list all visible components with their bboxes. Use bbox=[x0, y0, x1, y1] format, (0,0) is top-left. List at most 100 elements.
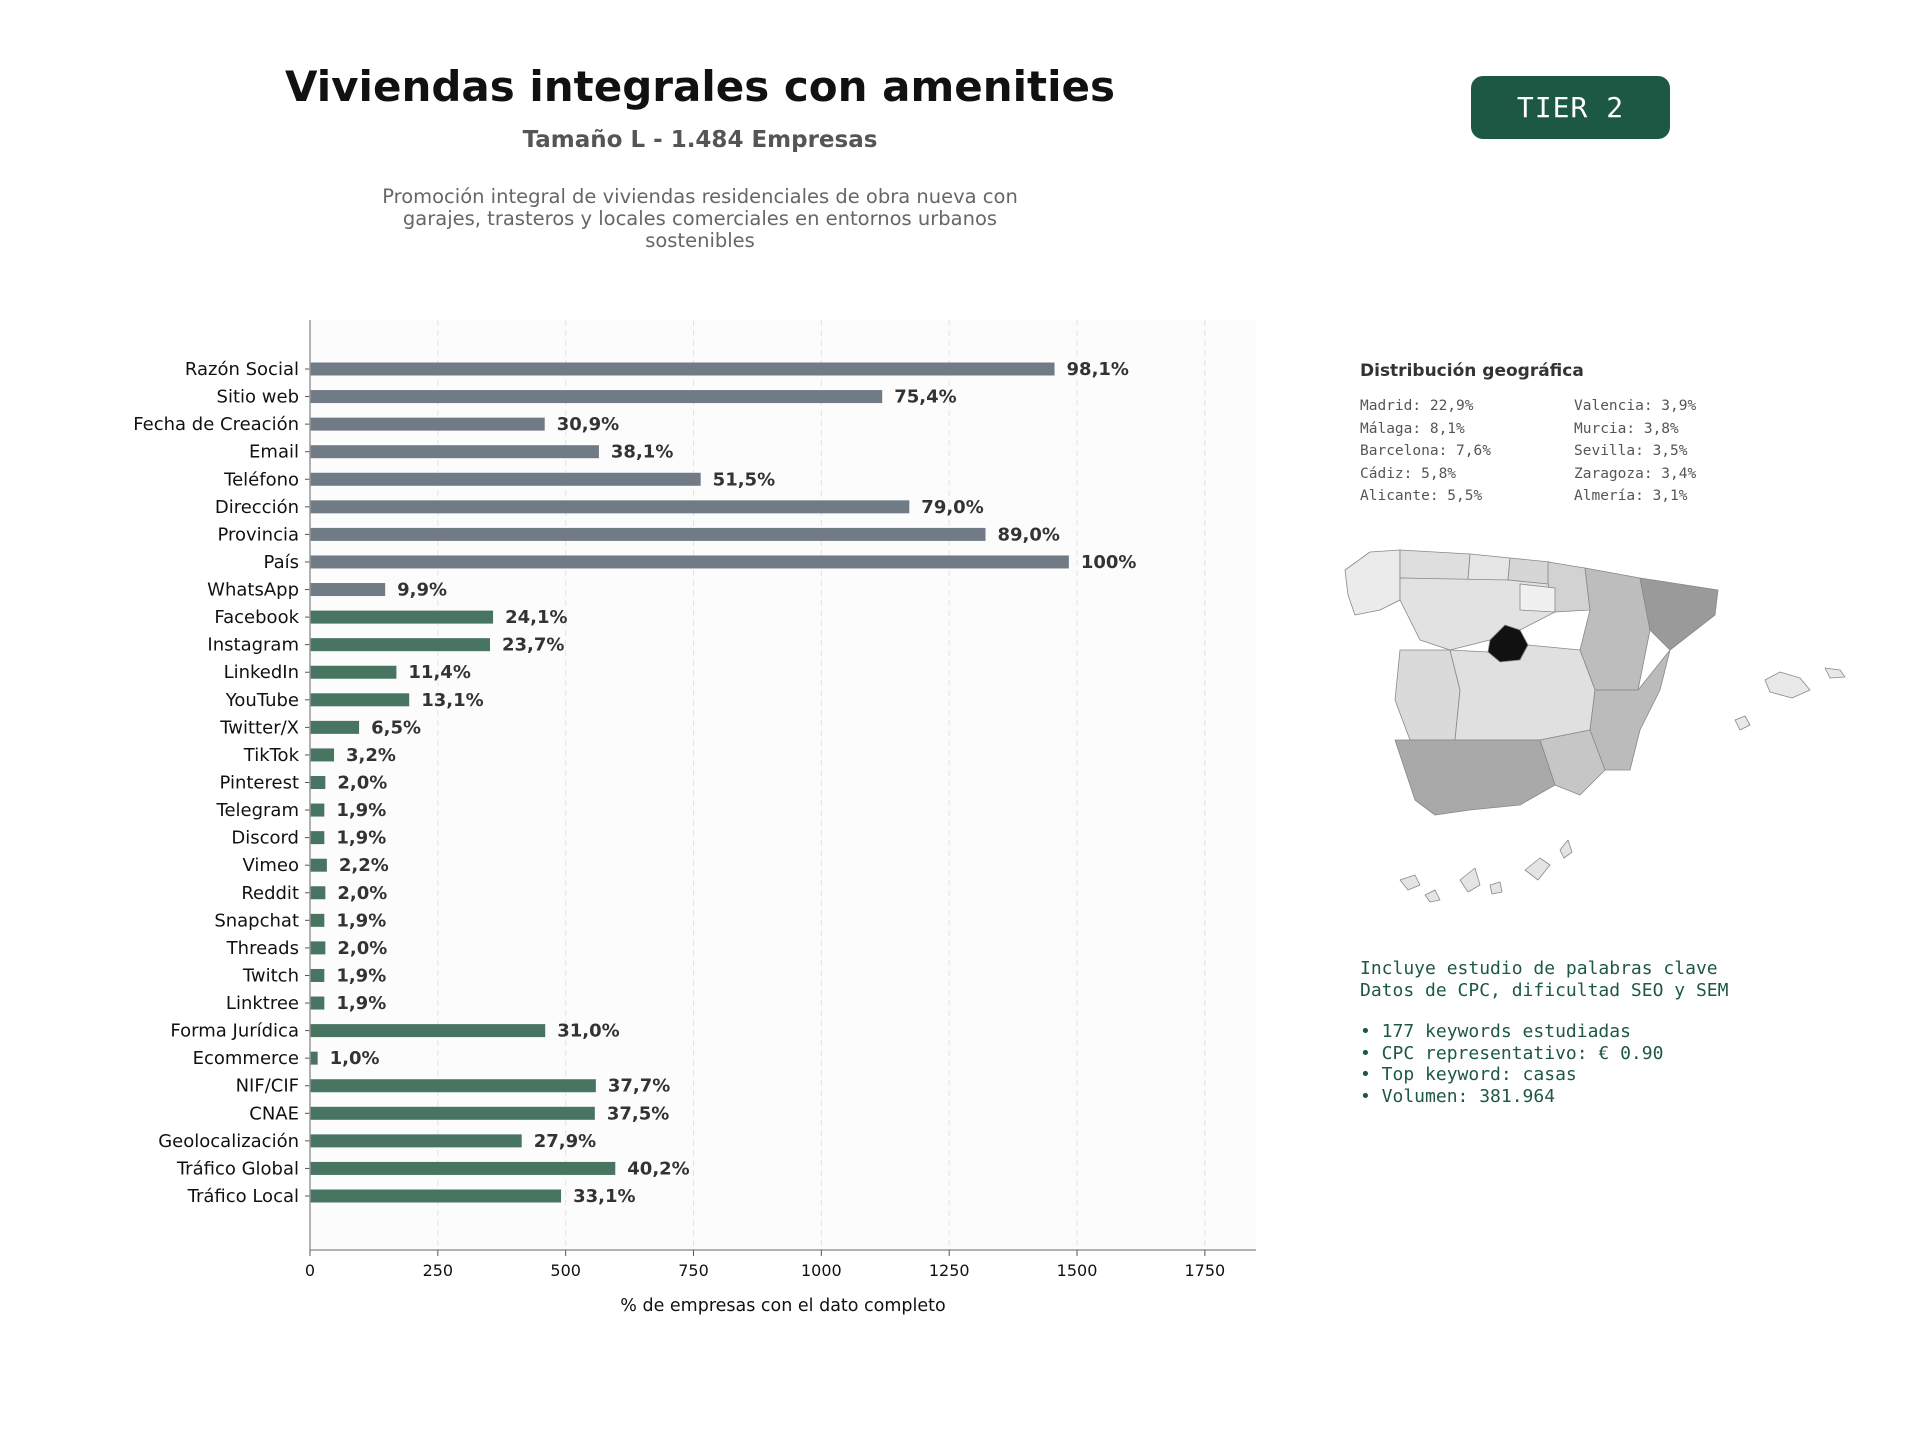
bar bbox=[310, 1079, 596, 1093]
geo-item: Sevilla: 3,5% bbox=[1574, 443, 1688, 459]
data-label: 38,1% bbox=[611, 442, 673, 463]
value-labels: 98,1% 75,4% 30,9% 38,1% 51,5% 79,0% 89,0% 100% 9… bbox=[330, 359, 1137, 1207]
bar bbox=[310, 445, 599, 459]
category-label: País bbox=[264, 552, 299, 573]
bar bbox=[310, 1106, 595, 1120]
category-label: Instagram bbox=[207, 635, 299, 656]
category-label: Dirección bbox=[215, 497, 299, 518]
x-tick-label: 0 bbox=[305, 1261, 315, 1280]
category-label: Snapchat bbox=[214, 910, 299, 931]
category-label: Reddit bbox=[241, 883, 299, 904]
bar bbox=[310, 610, 494, 624]
bar bbox=[310, 693, 410, 707]
keyword-bullet: • Top keyword: casas bbox=[1360, 1064, 1577, 1085]
map-region-asturias bbox=[1399, 549, 1471, 581]
category-label: YouTube bbox=[225, 690, 299, 711]
keywords-panel: Incluye estudio de palabras clave Datos d… bbox=[1360, 958, 1728, 1107]
bar bbox=[310, 776, 326, 789]
x-tick-label: 750 bbox=[678, 1261, 709, 1280]
category-label: Pinterest bbox=[219, 773, 299, 794]
data-label: 23,7% bbox=[502, 635, 564, 656]
x-tick-label: 1750 bbox=[1185, 1261, 1226, 1280]
category-label: Threads bbox=[226, 938, 299, 959]
category-label: Email bbox=[249, 442, 299, 463]
category-label: LinkedIn bbox=[224, 662, 299, 683]
data-label: 37,7% bbox=[608, 1076, 670, 1097]
sector-description: Promoción integral de viviendas residenc… bbox=[382, 185, 1018, 252]
geo-item: Murcia: 3,8% bbox=[1574, 420, 1679, 437]
category-label: NIF/CIF bbox=[236, 1076, 299, 1097]
bar bbox=[310, 803, 325, 817]
x-tick-label: 1000 bbox=[801, 1261, 842, 1280]
x-tick-label: 500 bbox=[550, 1261, 581, 1280]
category-label: Teléfono bbox=[223, 469, 299, 490]
bar bbox=[310, 638, 490, 652]
geo-distribution-list: Madrid: 22,9% Valencia: 3,9% Málaga: 8,1… bbox=[1360, 398, 1790, 504]
data-label: 1,9% bbox=[336, 910, 386, 931]
data-label: 51,5% bbox=[713, 469, 775, 490]
page-title: Viviendas integrales con amenities bbox=[285, 62, 1115, 111]
data-label: 37,5% bbox=[607, 1103, 669, 1124]
tier-badge: TIER 2 bbox=[1471, 76, 1670, 139]
geo-item: Zaragoza: 3,4% bbox=[1574, 465, 1697, 482]
bars bbox=[310, 362, 1069, 1203]
map-region-balearic-islands bbox=[1764, 671, 1811, 699]
data-label: 100% bbox=[1081, 552, 1137, 573]
category-label: Geolocalización bbox=[158, 1131, 299, 1152]
geo-title: Distribución geográfica bbox=[1360, 361, 1584, 381]
x-tick-label: 250 bbox=[423, 1261, 454, 1280]
data-label: 75,4% bbox=[894, 387, 956, 408]
category-label: TikTok bbox=[243, 745, 300, 766]
data-label: 6,5% bbox=[371, 717, 421, 738]
data-label: 11,4% bbox=[408, 662, 470, 683]
x-axis-title: % de empresas con el dato completo bbox=[620, 1296, 945, 1316]
data-label: 2,0% bbox=[337, 938, 387, 959]
geo-item: Valencia: 3,9% bbox=[1574, 398, 1697, 414]
data-label: 2,0% bbox=[337, 773, 387, 794]
bar bbox=[310, 913, 325, 927]
bar bbox=[310, 527, 986, 541]
spain-choropleth-map bbox=[1344, 549, 1846, 903]
category-label: Tráfico Global bbox=[176, 1158, 299, 1179]
geo-item: Almería: 3,1% bbox=[1574, 488, 1688, 504]
keywords-line-2: Datos de CPC, dificultad SEO y SEM bbox=[1360, 979, 1729, 1001]
map-region-menorca bbox=[1824, 667, 1846, 679]
category-label: Tráfico Local bbox=[187, 1186, 299, 1207]
bar bbox=[310, 390, 883, 404]
bar bbox=[310, 1024, 546, 1038]
bar bbox=[310, 1189, 562, 1203]
data-label: 79,0% bbox=[921, 497, 983, 518]
geo-item: Málaga: 8,1% bbox=[1360, 420, 1465, 437]
bar bbox=[310, 362, 1055, 376]
data-label: 1,9% bbox=[336, 993, 386, 1014]
data-label: 31,0% bbox=[557, 1021, 619, 1042]
page-subtitle: Tamaño L - 1.484 Empresas bbox=[522, 127, 878, 153]
x-axis-ticks: 0 250 500 750 1000 1250 1500 1750 bbox=[305, 1250, 1225, 1280]
geo-item: Alicante: 5,5% bbox=[1360, 488, 1483, 504]
bar-chart: Razón Social Sitio web Fecha de Creación Em… bbox=[133, 320, 1256, 1316]
map-region-ibiza bbox=[1734, 715, 1751, 731]
data-label: 2,0% bbox=[337, 883, 387, 904]
map-region-navarra bbox=[1547, 561, 1591, 613]
data-label: 1,9% bbox=[336, 800, 386, 821]
data-label: 9,9% bbox=[397, 580, 447, 601]
data-label: 33,1% bbox=[573, 1186, 635, 1207]
category-label: Sitio web bbox=[217, 387, 299, 408]
bar bbox=[310, 968, 325, 982]
map-region-canary-islands bbox=[1399, 839, 1573, 903]
bar bbox=[310, 665, 397, 679]
data-label: 1,9% bbox=[336, 828, 386, 849]
map-region-extremadura bbox=[1394, 649, 1461, 741]
category-label: Fecha de Creación bbox=[133, 414, 299, 435]
data-label: 40,2% bbox=[627, 1158, 689, 1179]
keyword-bullet: • Volumen: 381.964 bbox=[1360, 1085, 1556, 1107]
map-region-aragon bbox=[1579, 567, 1651, 691]
bar bbox=[310, 555, 1069, 569]
map-region-andalucia bbox=[1394, 739, 1556, 816]
category-label: Facebook bbox=[214, 607, 299, 628]
data-label: 98,1% bbox=[1067, 359, 1129, 380]
bar bbox=[310, 996, 325, 1010]
map-region-cantabria bbox=[1467, 553, 1511, 581]
data-label: 3,2% bbox=[346, 745, 396, 766]
bar bbox=[310, 1161, 616, 1175]
